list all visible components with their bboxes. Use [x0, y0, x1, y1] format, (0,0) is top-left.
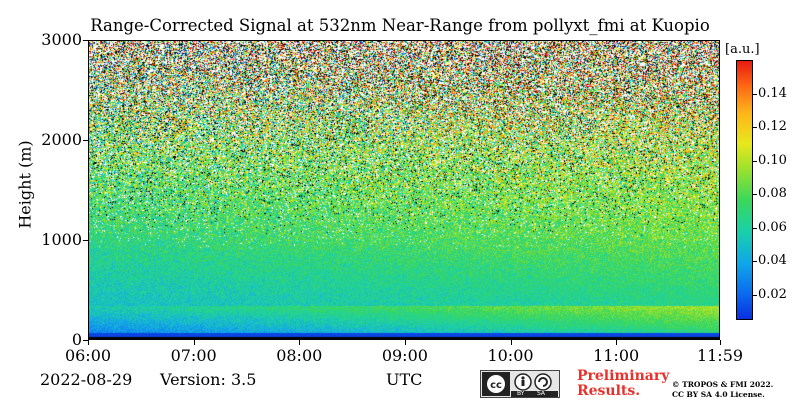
- x-tick-label: 11:59: [696, 346, 744, 365]
- x-tick-label: 06:00: [64, 346, 112, 365]
- colorbar-tick-label: 0.12: [758, 119, 787, 135]
- copyright-notice: © TROPOS & FMI 2022. CC BY SA 4.0 Licens…: [672, 380, 773, 400]
- copyright-line1: © TROPOS & FMI 2022.: [672, 380, 774, 389]
- x-tick-mark: [404, 340, 406, 345]
- y-tick-mark: [83, 40, 88, 41]
- x-tick-label: 11:00: [593, 346, 640, 365]
- colorbar-tick-mark: [753, 294, 757, 296]
- x-tick-mark: [88, 340, 89, 345]
- x-tick-mark: [510, 340, 512, 345]
- y-tick-mark: [83, 240, 88, 241]
- colorbar-tick-mark: [753, 127, 757, 129]
- colorbar-tick-mark: [753, 160, 757, 162]
- colorbar-tick-label: 0.04: [758, 253, 787, 269]
- cc-by-label: BY: [517, 390, 525, 397]
- colorbar-tick-label: 0.14: [758, 85, 787, 101]
- preliminary-results-label: Preliminary Results.: [577, 369, 669, 399]
- x-tick-label: 09:00: [381, 346, 428, 365]
- x-axis-label: UTC: [386, 370, 423, 389]
- preliminary-line2: Results.: [577, 383, 641, 399]
- date-label: 2022-08-29: [40, 370, 133, 389]
- y-tick-mark: [83, 340, 88, 341]
- colorbar-tick-label: 0.10: [758, 152, 787, 168]
- colorbar: [736, 60, 753, 320]
- y-tick-mark: [83, 140, 88, 141]
- y-tick-label: 1000: [41, 230, 82, 249]
- plot-area: [88, 40, 720, 340]
- x-tick-mark: [720, 340, 721, 345]
- cc-license-badge: cc BY SA: [480, 370, 560, 398]
- colorbar-tick-label: 0.08: [758, 186, 787, 202]
- signal-heatmap: [89, 41, 719, 339]
- version-label: Version: 3.5: [160, 370, 257, 389]
- colorbar-tick-mark: [753, 93, 757, 95]
- x-tick-label: 08:00: [276, 346, 323, 365]
- colorbar-tick-mark: [753, 194, 757, 196]
- y-tick-label: 2000: [41, 130, 82, 149]
- colorbar-tick-label: 0.02: [758, 286, 787, 302]
- y-tick-label: 0: [71, 330, 82, 349]
- x-tick-label: 07:00: [170, 346, 217, 365]
- colorbar-tick-mark: [753, 261, 757, 263]
- x-tick-mark: [299, 340, 301, 345]
- x-tick-mark: [193, 340, 195, 345]
- chart-title: Range-Corrected Signal at 532nm Near-Ran…: [90, 16, 710, 35]
- y-tick-label: 3000: [41, 30, 82, 49]
- colorbar-tick-label: 0.06: [758, 219, 787, 235]
- copyright-line2: CC BY SA 4.0 License.: [672, 390, 765, 399]
- cc-license-icon: cc: [482, 372, 558, 397]
- x-tick-mark: [616, 340, 618, 345]
- svg-text:cc: cc: [490, 380, 502, 391]
- preliminary-line1: Preliminary: [577, 368, 670, 384]
- y-axis-label: Height (m): [15, 140, 35, 229]
- x-tick-label: 10:00: [487, 346, 534, 365]
- cc-sa-label: SA: [537, 390, 546, 397]
- colorbar-tick-mark: [753, 227, 757, 229]
- colorbar-unit: [a.u.]: [725, 42, 760, 57]
